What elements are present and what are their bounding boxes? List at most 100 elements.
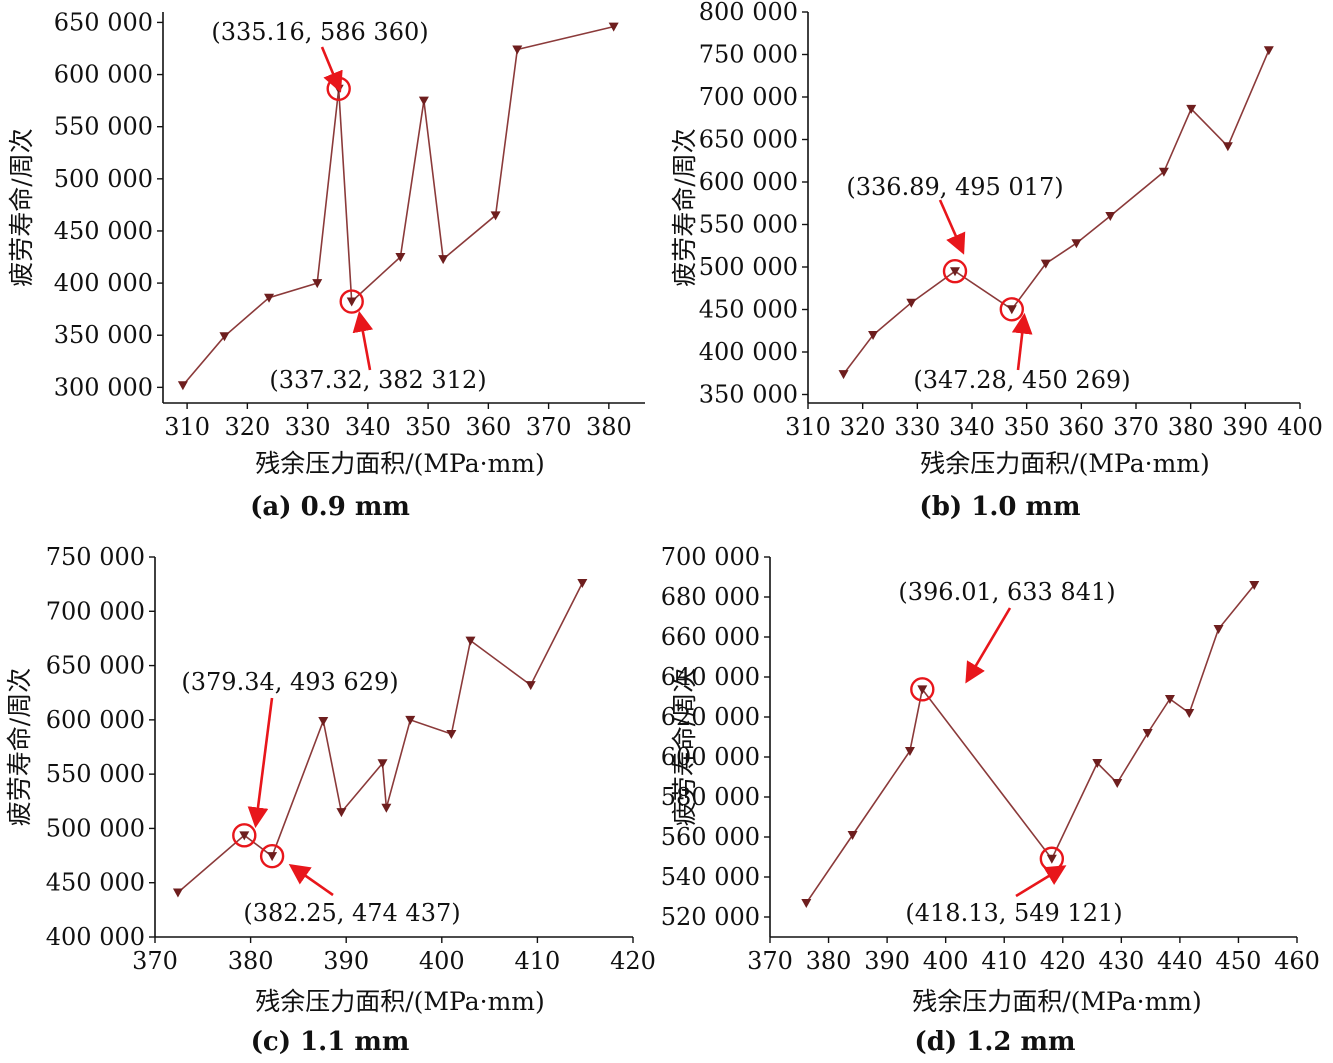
x-axis-label: 残余压力面积/(MPa·mm) bbox=[255, 449, 545, 478]
y-tick-label: 650 000 bbox=[699, 126, 798, 154]
x-tick-label: 370 bbox=[526, 413, 572, 441]
data-point-marker bbox=[577, 579, 588, 589]
panel-caption: (d) 1.2 mm bbox=[914, 1027, 1075, 1057]
y-tick-label: 400 000 bbox=[54, 269, 153, 297]
data-point-marker bbox=[512, 45, 523, 55]
series-line bbox=[182, 25, 614, 386]
panel-caption: (c) 1.1 mm bbox=[251, 1027, 410, 1057]
data-point-marker bbox=[239, 831, 250, 841]
data-point-marker bbox=[172, 888, 183, 898]
x-tick-label: 380 bbox=[806, 947, 852, 975]
data-point-marker bbox=[1112, 779, 1123, 788]
data-point-marker bbox=[1164, 695, 1175, 704]
y-tick-label: 750 000 bbox=[699, 41, 798, 69]
y-tick-label: 600 000 bbox=[661, 743, 760, 771]
data-point-marker bbox=[336, 808, 347, 818]
x-tick-label: 400 bbox=[1277, 413, 1323, 441]
annotation-arrow bbox=[938, 199, 966, 255]
x-tick-label: 460 bbox=[1274, 947, 1320, 975]
data-point-marker bbox=[1186, 104, 1197, 114]
data-point-marker bbox=[1184, 709, 1195, 718]
y-tick-label: 800 000 bbox=[699, 0, 798, 26]
chart-panel-d: 370 380 390 400 410 420 430 440 450 460 520 000 540… bbox=[661, 543, 1320, 1057]
data-point-marker bbox=[312, 279, 323, 289]
chart-panel-c: 370 380 390 400 410 420 400 000 450 000 500 000 5… bbox=[5, 543, 656, 1057]
x-tick-label: 390 bbox=[323, 947, 369, 975]
x-tick-label: 430 bbox=[1098, 947, 1144, 975]
data-point-marker bbox=[418, 96, 429, 106]
y-tick-label: 350 000 bbox=[699, 381, 798, 409]
annotation-label: (336.89, 495 017) bbox=[846, 173, 1063, 201]
y-tick-label: 620 000 bbox=[661, 703, 760, 731]
x-tick-label: 350 bbox=[405, 413, 451, 441]
x-tick-label: 380 bbox=[586, 413, 632, 441]
data-point-marker bbox=[465, 636, 476, 646]
data-point-marker bbox=[267, 852, 278, 862]
x-tick-label: 340 bbox=[949, 413, 995, 441]
data-point-marker bbox=[801, 899, 812, 908]
y-tick-label: 550 000 bbox=[46, 760, 145, 788]
y-tick-label: 650 000 bbox=[46, 652, 145, 680]
x-tick-label: 360 bbox=[1058, 413, 1104, 441]
panel-caption: (b) 1.0 mm bbox=[919, 492, 1080, 522]
x-tick-label: 310 bbox=[164, 413, 210, 441]
data-point-marker bbox=[608, 22, 619, 32]
data-point-marker bbox=[904, 747, 915, 756]
x-tick-label: 330 bbox=[894, 413, 940, 441]
x-tick-label: 360 bbox=[465, 413, 511, 441]
y-tick-label: 400 000 bbox=[46, 923, 145, 951]
x-tick-label: 440 bbox=[1157, 947, 1203, 975]
y-tick-label: 350 000 bbox=[54, 321, 153, 349]
data-point-marker bbox=[1071, 239, 1082, 249]
series-line bbox=[842, 49, 1270, 375]
x-tick-label: 380 bbox=[1168, 413, 1214, 441]
panel-caption: (a) 0.9 mm bbox=[250, 492, 410, 522]
highlight-circle bbox=[259, 843, 285, 869]
chart-panel-b: 310 320 330 340 350 360 370 380 390 400 350 000 400… bbox=[670, 0, 1323, 522]
data-point-marker bbox=[381, 803, 392, 813]
x-tick-label: 400 bbox=[923, 947, 969, 975]
data-point-marker bbox=[264, 293, 275, 303]
data-point-marker bbox=[525, 681, 536, 691]
x-tick-label: 350 bbox=[1004, 413, 1050, 441]
data-point-marker bbox=[318, 716, 329, 726]
data-point-marker bbox=[377, 759, 388, 769]
x-tick-label: 310 bbox=[785, 413, 831, 441]
data-point-marker bbox=[1105, 212, 1116, 221]
y-tick-label: 600 000 bbox=[54, 61, 153, 89]
y-tick-label: 640 000 bbox=[661, 663, 760, 691]
y-tick-label: 450 000 bbox=[54, 217, 153, 245]
data-point-marker bbox=[1249, 581, 1260, 590]
y-tick-label: 750 000 bbox=[46, 543, 145, 571]
y-axis-label: 疲劳寿命/周次 bbox=[5, 668, 34, 826]
x-tick-label: 450 bbox=[1216, 947, 1262, 975]
data-point-marker bbox=[847, 831, 858, 840]
y-tick-label: 550 000 bbox=[54, 113, 153, 141]
x-tick-label: 330 bbox=[285, 413, 331, 441]
highlight-circle bbox=[339, 289, 364, 314]
annotation-arrow bbox=[1011, 312, 1033, 371]
y-tick-label: 560 000 bbox=[661, 823, 760, 851]
y-tick-label: 540 000 bbox=[661, 863, 760, 891]
x-tick-label: 390 bbox=[864, 947, 910, 975]
x-tick-label: 380 bbox=[228, 947, 274, 975]
data-point-marker bbox=[395, 253, 406, 263]
y-tick-label: 550 000 bbox=[699, 211, 798, 239]
data-point-marker bbox=[917, 685, 928, 695]
data-point-marker bbox=[1142, 729, 1153, 738]
data-point-marker bbox=[346, 297, 357, 307]
y-tick-label: 300 000 bbox=[54, 373, 153, 401]
data-point-marker bbox=[219, 332, 230, 342]
y-axis-label: 疲劳寿命/周次 bbox=[670, 128, 699, 286]
y-tick-label: 580 000 bbox=[661, 783, 760, 811]
annotation-arrow bbox=[320, 46, 343, 93]
x-tick-label: 390 bbox=[1222, 413, 1268, 441]
highlight-circle bbox=[999, 297, 1024, 322]
y-tick-label: 600 000 bbox=[699, 168, 798, 196]
annotation-arrow bbox=[247, 697, 274, 829]
annotation-label: (396.01, 633 841) bbox=[898, 578, 1115, 606]
y-tick-label: 660 000 bbox=[661, 623, 760, 651]
y-tick-label: 400 000 bbox=[699, 338, 798, 366]
x-tick-label: 320 bbox=[224, 413, 270, 441]
